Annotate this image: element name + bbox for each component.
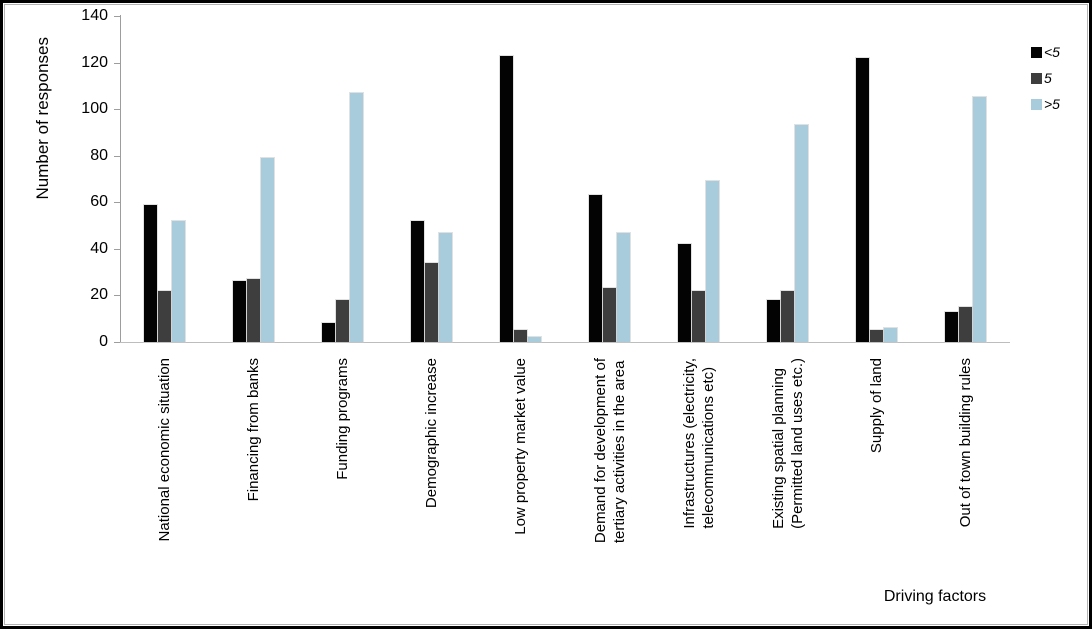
bar-5-cat10 bbox=[959, 307, 972, 342]
category-label: Financing from banks bbox=[245, 358, 262, 502]
legend-label: <5 bbox=[1044, 44, 1060, 60]
bar-<5-cat7 bbox=[678, 244, 691, 342]
legend-item: 5 bbox=[1031, 70, 1060, 86]
category-label: National economic situation bbox=[156, 358, 173, 542]
bar-<5-cat6 bbox=[589, 195, 602, 342]
bar->5-cat1 bbox=[172, 221, 185, 342]
legend-item: <5 bbox=[1031, 44, 1060, 60]
category-label-box: Out of town building rules bbox=[921, 358, 1010, 593]
bar->5-cat4 bbox=[439, 233, 452, 342]
bar-<5-cat5 bbox=[500, 56, 513, 342]
legend: <5 5 >5 bbox=[1031, 44, 1060, 124]
bar-5-cat5 bbox=[514, 330, 527, 342]
category-label: Demand for development of tertiary activ… bbox=[591, 358, 628, 544]
category-label: Demographic increase bbox=[423, 358, 440, 509]
bar-<5-cat1 bbox=[144, 205, 157, 342]
x-axis-line bbox=[120, 342, 1010, 343]
bar-5-cat8 bbox=[781, 291, 794, 342]
bar->5-cat2 bbox=[261, 158, 274, 342]
y-axis-line bbox=[120, 15, 121, 342]
bar-<5-cat2 bbox=[233, 281, 246, 342]
bar->5-cat7 bbox=[706, 181, 719, 342]
category-label-box: Funding programs bbox=[298, 358, 387, 593]
legend-swatch bbox=[1031, 99, 1042, 110]
category-label: Funding programs bbox=[334, 358, 351, 480]
y-tick-mark bbox=[114, 202, 120, 204]
category-label-box: Financing from banks bbox=[209, 358, 298, 593]
bar-5-cat7 bbox=[692, 291, 705, 342]
category-label-box: Low property market value bbox=[476, 358, 565, 593]
y-tick-mark bbox=[114, 342, 120, 343]
y-tick-label: 0 bbox=[99, 333, 108, 350]
y-tick-mark bbox=[114, 155, 120, 157]
category-label-box: National economic situation bbox=[120, 358, 209, 593]
category-label: Supply of land bbox=[868, 358, 885, 454]
bar->5-cat5 bbox=[528, 337, 541, 342]
bar->5-cat6 bbox=[617, 233, 630, 342]
legend-label: >5 bbox=[1044, 96, 1060, 112]
bar-<5-cat8 bbox=[767, 300, 780, 342]
y-tick-mark bbox=[114, 109, 120, 111]
category-label: Low property market value bbox=[512, 358, 529, 535]
bar-5-cat1 bbox=[158, 291, 171, 342]
category-label: Infrastructures (electricity, telecommun… bbox=[680, 358, 717, 529]
legend-label: 5 bbox=[1044, 70, 1052, 86]
category-label: Out of town building rules bbox=[957, 358, 974, 528]
bar-<5-cat3 bbox=[322, 323, 335, 342]
y-tick-mark bbox=[114, 248, 120, 250]
category-label-box: Demographic increase bbox=[387, 358, 476, 593]
y-axis-title-box: Number of responses bbox=[30, 28, 56, 208]
bar-5-cat3 bbox=[336, 300, 349, 342]
legend-swatch bbox=[1031, 47, 1042, 58]
bar->5-cat10 bbox=[973, 97, 986, 342]
y-tick-mark bbox=[114, 62, 120, 64]
y-tick-label: 20 bbox=[90, 286, 108, 304]
y-tick-mark bbox=[114, 295, 120, 297]
y-tick-label: 40 bbox=[90, 239, 108, 257]
y-tick-mark bbox=[114, 16, 120, 17]
category-label: Existing spatial planning (Permitted lan… bbox=[769, 358, 806, 529]
bar-5-cat9 bbox=[870, 330, 883, 342]
category-label-box: Existing spatial planning (Permitted lan… bbox=[743, 358, 832, 593]
x-axis-title: Driving factors bbox=[883, 588, 987, 605]
category-label-box: Supply of land bbox=[832, 358, 921, 593]
bar->5-cat8 bbox=[795, 125, 808, 342]
y-tick-label: 100 bbox=[81, 100, 108, 118]
bar-5-cat6 bbox=[603, 288, 616, 342]
bar-<5-cat9 bbox=[856, 58, 869, 342]
bar-<5-cat10 bbox=[945, 312, 958, 342]
category-label-box: Infrastructures (electricity, telecommun… bbox=[654, 358, 743, 593]
y-tick-label: 140 bbox=[81, 7, 108, 24]
bar->5-cat3 bbox=[350, 93, 363, 342]
y-tick-label: 60 bbox=[90, 193, 108, 211]
category-label-box: Demand for development of tertiary activ… bbox=[565, 358, 654, 593]
y-axis-title: Number of responses bbox=[33, 36, 52, 200]
bar->5-cat9 bbox=[884, 328, 897, 342]
legend-swatch bbox=[1031, 73, 1042, 84]
bar-5-cat4 bbox=[425, 263, 438, 342]
y-tick-label: 80 bbox=[90, 146, 108, 164]
legend-item: >5 bbox=[1031, 96, 1060, 112]
bar-5-cat2 bbox=[247, 279, 260, 342]
bar-<5-cat4 bbox=[411, 221, 424, 342]
y-tick-label: 120 bbox=[81, 53, 108, 71]
